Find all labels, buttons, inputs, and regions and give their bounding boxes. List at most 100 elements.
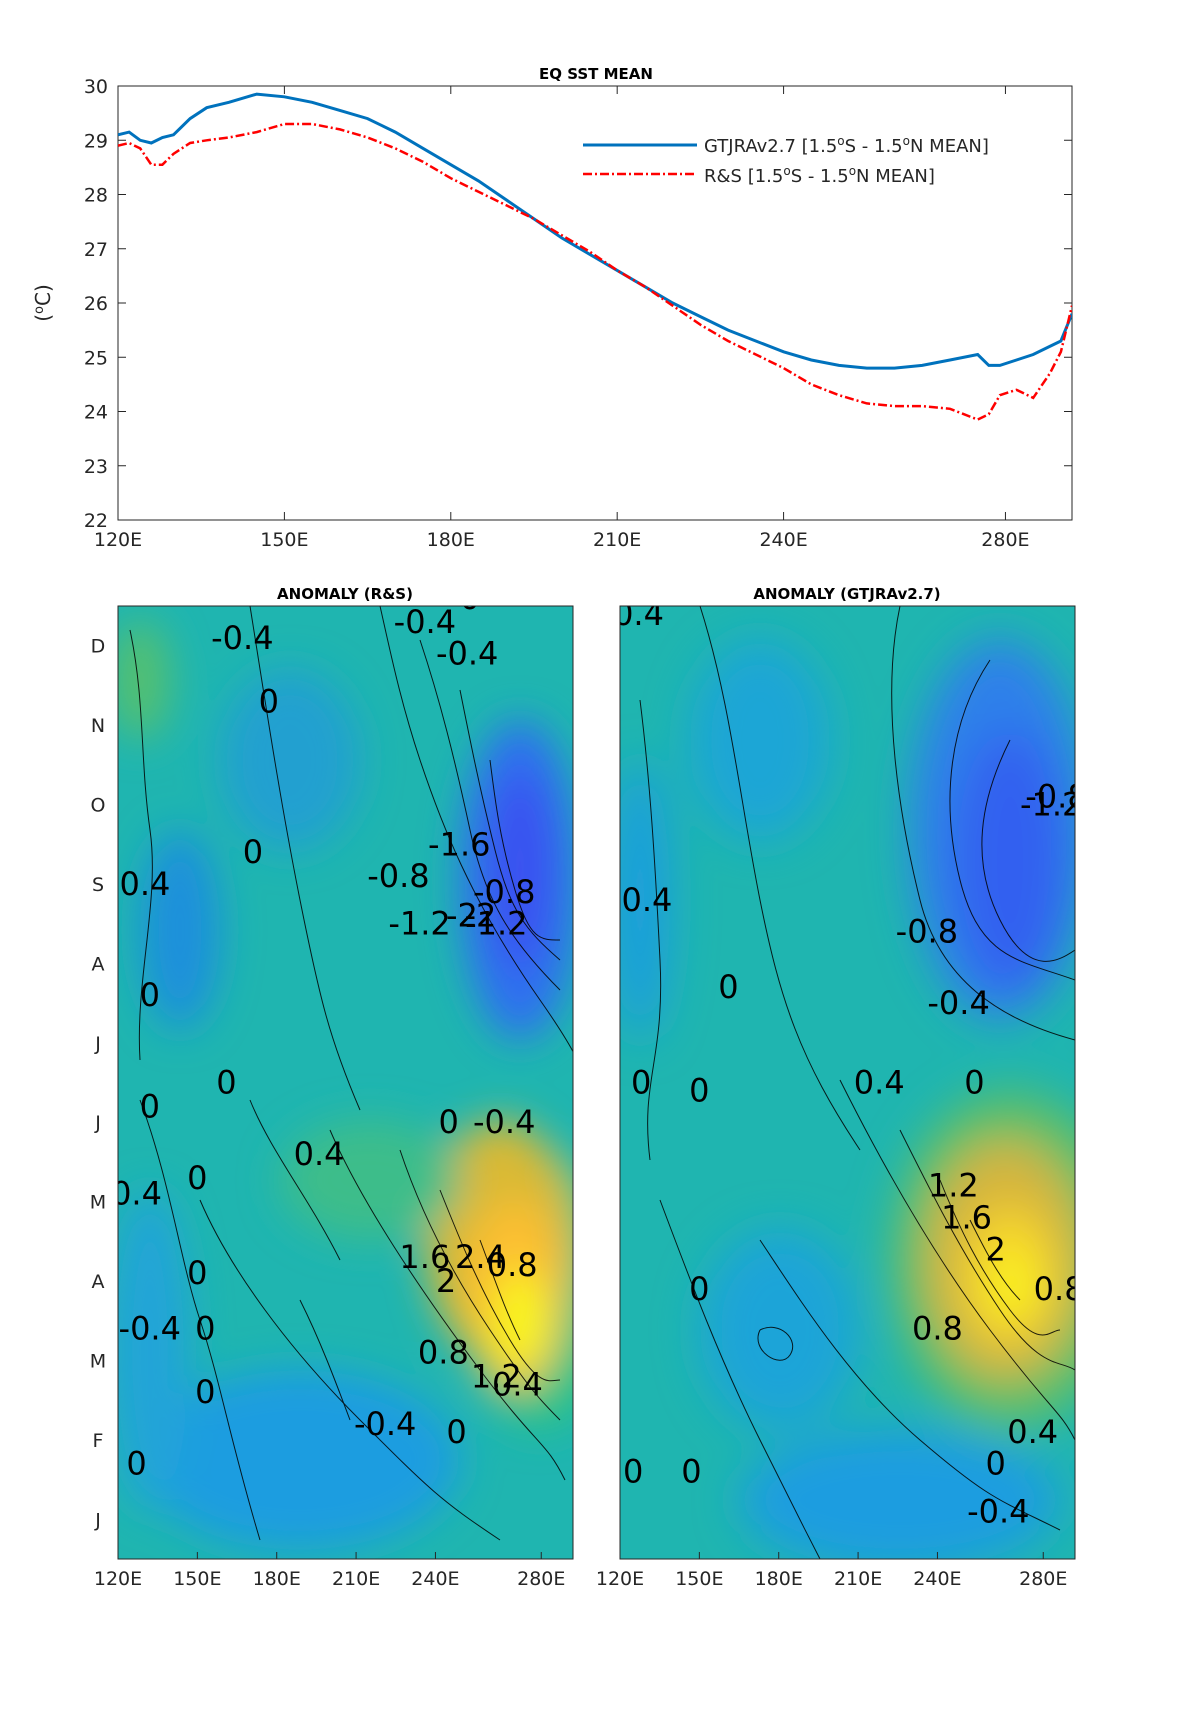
- contour-label: 0: [689, 1071, 709, 1109]
- contour-label: 0: [689, 1270, 709, 1308]
- y-axis-label: (oC): [31, 284, 55, 322]
- contour-label: 0.4: [854, 1064, 905, 1102]
- contour-label: 0.4: [613, 595, 664, 633]
- x-tick-label: 120E: [596, 1568, 644, 1590]
- panel-title-rs: ANOMALY (R&S): [277, 585, 413, 603]
- month-tick-label: M: [90, 1192, 106, 1214]
- x-tick-label: 280E: [981, 529, 1029, 551]
- contour-label: 1.6: [941, 1199, 992, 1237]
- x-tick-label: 150E: [260, 529, 308, 551]
- contour-label: -0.4: [927, 984, 989, 1022]
- month-tick-label: O: [91, 795, 106, 817]
- contour-label: 1.2: [928, 1167, 979, 1205]
- contour-label: -0.8: [1025, 778, 1087, 816]
- contour-label: 0: [985, 1445, 1005, 1483]
- x-tick-label: 150E: [675, 1568, 723, 1590]
- contour-label: -0.8: [367, 857, 429, 895]
- contour-label: -2: [446, 897, 478, 935]
- x-tick-label: 240E: [759, 529, 807, 551]
- y-tick-label: 26: [84, 293, 108, 315]
- plot-area-gtjra: [619, 605, 1076, 1560]
- contour-label: -0.4: [980, 563, 1042, 601]
- x-tick-label: 210E: [593, 529, 641, 551]
- contour-label: 0: [126, 1445, 146, 1483]
- contour-labels-gtjra: 0.40 -0.4-0.8-1.2-0.40-0.8-0.40.4 00 01.21.…: [610, 563, 1087, 1530]
- x-tick-label: 240E: [411, 1568, 459, 1590]
- x-ticks-gtjra: 120E 150E 180E 210E 240E 280E: [596, 1552, 1067, 1590]
- contour-label: 2.4: [455, 1238, 506, 1276]
- contour-label: -0.8: [473, 873, 535, 911]
- contour-label: 0: [964, 1064, 984, 1102]
- chart-title: EQ SST MEAN: [539, 65, 653, 83]
- contour-label: 0: [623, 1453, 643, 1491]
- month-tick-label: A: [92, 953, 105, 975]
- contour-label: 0.8: [1034, 1270, 1085, 1308]
- contour-label: 0: [187, 1159, 207, 1197]
- contour-label: 0: [124, 571, 144, 609]
- contour-label: -2: [464, 897, 496, 935]
- contour-label: -0.4: [473, 1103, 535, 1141]
- y-ticks: 22 23 24 25 26 27 28 29 30: [84, 76, 1072, 532]
- contour-label: 0: [718, 968, 738, 1006]
- y-tick-label: 22: [84, 510, 108, 532]
- y-tick-label: 25: [84, 347, 108, 369]
- contour-label: 0: [195, 1373, 215, 1411]
- contour-label: -0.4: [354, 1405, 416, 1443]
- contour-label: 0: [681, 1453, 701, 1491]
- contour-label: 2: [985, 1230, 1005, 1268]
- contour-label: -1.2: [388, 905, 450, 943]
- series-line-gtjra: [118, 92, 1072, 370]
- plot-area: [117, 85, 1073, 521]
- anomaly-panel-rs: ANOMALY (R&S): [90, 571, 574, 1590]
- contour-label: 0: [446, 1413, 466, 1451]
- contour-label: 0: [631, 1064, 651, 1102]
- x-tick-label: 210E: [332, 1568, 380, 1590]
- contour-label: 0.8: [487, 1246, 538, 1284]
- contour-label: 0.8: [912, 1310, 963, 1348]
- contour-label: 1.2: [471, 1357, 522, 1395]
- contour-label: 0: [460, 579, 480, 617]
- x-tick-label: 210E: [834, 1568, 882, 1590]
- contour-label: -0.4: [610, 881, 672, 919]
- series-line-rs: [118, 122, 1072, 421]
- series-group: [118, 92, 1072, 421]
- x-ticks: 120E 150E 180E 210E 240E 280E: [94, 86, 1030, 551]
- month-tick-label: J: [94, 1033, 101, 1055]
- contour-label: -1.2: [1020, 786, 1082, 824]
- contour-label: -0.4: [394, 603, 456, 641]
- contour-labels-rs: 0-0.40-0.40-0.40-0.8-1.2-1.6-2-2-0.8-1.2…: [108, 571, 543, 1483]
- legend-label-rs: R&S [1.5oS - 1.5oN MEAN]: [704, 164, 935, 187]
- anomaly-panel-gtjra: ANOMALY (GTJRAv2.7): [596, 563, 1087, 1590]
- x-ticks-rs: 120E 150E 180E 210E 240E 280E: [94, 1552, 565, 1590]
- month-tick-label: D: [91, 636, 106, 658]
- x-tick-label: 150E: [173, 1568, 221, 1590]
- x-tick-label: 120E: [94, 529, 142, 551]
- x-tick-label: 240E: [913, 1568, 961, 1590]
- month-ticks-rs: J F M A M J J A S O N D: [90, 636, 106, 1532]
- contour-label: -0.8: [896, 913, 958, 951]
- plot-area-rs: [117, 605, 574, 1560]
- contour-label: -0.4: [211, 619, 273, 657]
- contour-label: -1.2: [465, 905, 527, 943]
- line-chart: EQ SST MEAN (oC) 22 23 24 25 26 27 28 29 30 120E…: [31, 65, 1073, 551]
- y-tick-label: 28: [84, 185, 108, 207]
- contour-label: -0.4: [967, 1492, 1029, 1530]
- x-tick-label: 180E: [253, 1568, 301, 1590]
- contour-label: 0: [243, 833, 263, 871]
- y-tick-label: 23: [84, 456, 108, 478]
- contour-label: 0: [140, 1087, 160, 1125]
- x-tick-label: 180E: [755, 1568, 803, 1590]
- contour-label: 0.4: [492, 1365, 543, 1403]
- contour-label: 1.6: [399, 1238, 450, 1276]
- y-tick-label: 30: [84, 76, 108, 98]
- x-tick-label: 280E: [517, 1568, 565, 1590]
- contour-label: 0: [187, 1254, 207, 1292]
- contour-label: 0: [259, 682, 279, 720]
- y-tick-label: 27: [84, 239, 108, 261]
- contour-label: -1.6: [428, 825, 490, 863]
- contour-label: 0: [195, 1310, 215, 1348]
- contour-label: -0.4: [108, 865, 170, 903]
- x-tick-label: 180E: [427, 529, 475, 551]
- y-tick-label: 24: [84, 402, 108, 424]
